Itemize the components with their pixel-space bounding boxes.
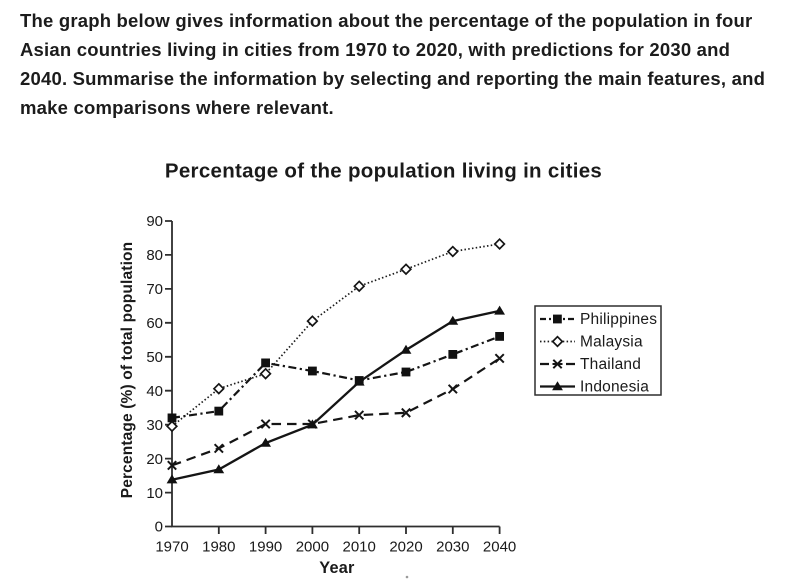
- svg-text:2040: 2040: [483, 539, 516, 556]
- svg-text:10: 10: [146, 485, 163, 502]
- svg-text:70: 70: [146, 281, 163, 298]
- svg-text:Thailand: Thailand: [580, 356, 641, 373]
- svg-text:Percentage (%) of total popula: Percentage (%) of total population: [119, 242, 136, 499]
- svg-text:1980: 1980: [202, 539, 235, 556]
- svg-text:30: 30: [146, 417, 163, 434]
- svg-text:40: 40: [146, 383, 163, 400]
- svg-text:2000: 2000: [296, 539, 329, 556]
- svg-text:2010: 2010: [343, 539, 376, 556]
- svg-text:60: 60: [146, 315, 163, 332]
- svg-text:90: 90: [146, 213, 163, 230]
- svg-text:Philippines: Philippines: [580, 311, 657, 328]
- svg-text:2020: 2020: [389, 539, 422, 556]
- svg-text:Percentage of the population l: Percentage of the population living in c…: [165, 160, 602, 183]
- svg-text:2030: 2030: [436, 539, 469, 556]
- svg-text:1990: 1990: [249, 539, 282, 556]
- svg-text:50: 50: [146, 349, 163, 366]
- svg-text:20: 20: [146, 451, 163, 468]
- svg-text:80: 80: [146, 247, 163, 264]
- svg-text:0: 0: [155, 519, 163, 536]
- svg-text:1970: 1970: [155, 539, 188, 556]
- svg-text:Malaysia: Malaysia: [580, 334, 643, 351]
- svg-text:Indonesia: Indonesia: [580, 379, 649, 396]
- svg-text:Year: Year: [319, 559, 355, 577]
